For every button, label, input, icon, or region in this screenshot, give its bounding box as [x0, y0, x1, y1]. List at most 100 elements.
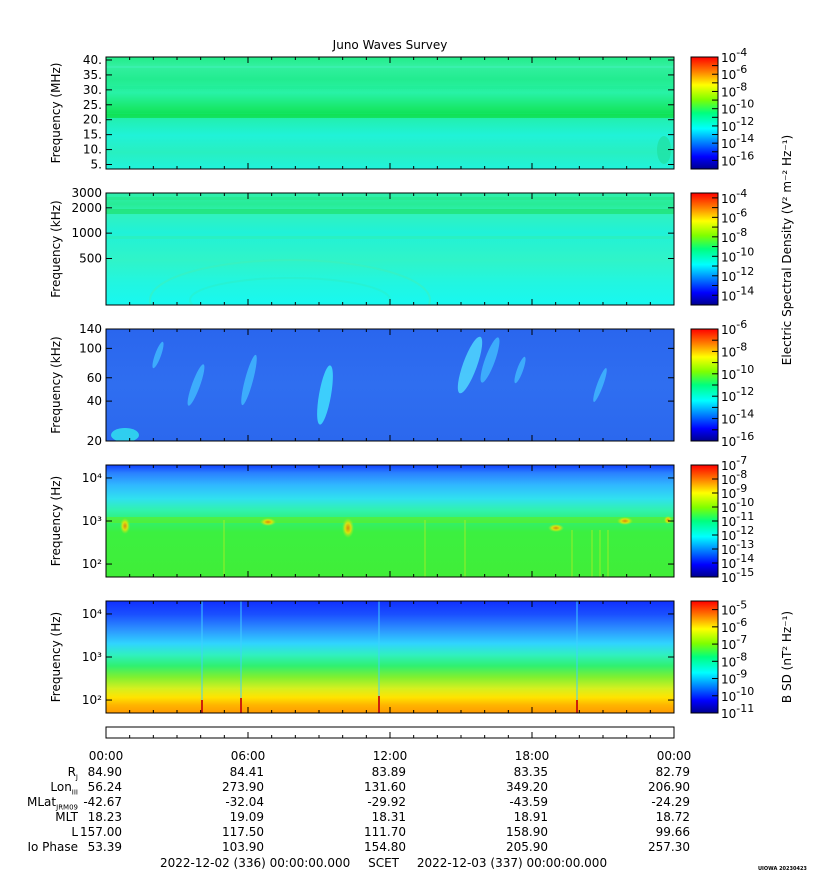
ephemeris-value: -29.92: [367, 795, 406, 809]
panel-lfr-ytick-label: 40: [87, 394, 102, 408]
time-tick-label: 06:00: [231, 749, 266, 763]
ephemeris-label-main: R: [67, 765, 76, 779]
footer: 2022-12-02 (336) 00:00:00.000 SCET 2022-…: [160, 856, 607, 870]
svg-text:B SD (nT² Hz⁻¹): B SD (nT² Hz⁻¹): [780, 611, 794, 703]
panel-e-lowfreq-ytick-label: 10³: [82, 514, 102, 528]
panel-b-lowfreq-cbtick-label: 10-7: [721, 633, 747, 652]
panel-e-lowfreq-cbtick-label: 10-7: [721, 454, 747, 473]
panel-b-lowfreq-cbtick-label: 10-11: [721, 702, 754, 721]
ephemeris-label-main: Io Phase: [27, 840, 78, 854]
panel-b-lowfreq-axes: 10² 10³ 10⁴ Frequency (Hz): [49, 600, 675, 714]
ephemeris-value: 154.80: [364, 840, 406, 854]
panel-hfr-high-cbtick-label: 10-8: [721, 80, 747, 99]
panel-hfr-high-axes: 5.10.15.20.25.30.35.40. Frequency (MHz): [49, 53, 675, 172]
panel-hfr-low-ytick-label: 2000: [71, 201, 102, 215]
panel-b-lowfreq-ytick-label: 10⁴: [82, 607, 102, 621]
ephemeris-value: -32.04: [225, 795, 264, 809]
ephemeris-label: L: [0, 825, 78, 839]
ephemeris-label-sub: III: [71, 788, 78, 797]
b-colorbar-units: (nT² Hz⁻¹): [780, 611, 794, 670]
panel-b-lowfreq-ytick-label: 10²: [82, 693, 102, 707]
panel-b-lowfreq-cbtick-label: 10-10: [721, 685, 754, 704]
panel-e-lowfreq-cbtick-label: 10-12: [721, 524, 754, 543]
b-colorbar-label: B SD: [780, 674, 794, 703]
footer-scet: SCET: [368, 856, 399, 870]
panel-b-lowfreq-colorbar-ramp: [690, 600, 719, 714]
time-tick-label: 18:00: [515, 749, 550, 763]
panel-hfr-low-cbtick-label: 10-6: [721, 206, 747, 225]
ephemeris-value: 56.24: [87, 780, 122, 794]
panel-b-lowfreq-ylabel: Frequency (Hz): [49, 612, 63, 703]
panel-hfr-high-ytick-label: 10.: [83, 143, 102, 157]
ephemeris-value: 131.60: [364, 780, 406, 794]
ephemeris-value: 99.66: [655, 825, 690, 839]
panel-e-lowfreq-colorbar: 10-1510-1410-1310-1210-1110-1010-910-810…: [690, 454, 754, 585]
e-colorbar-units: (V² m⁻² Hz⁻¹): [780, 135, 794, 214]
panel-hfr-low-colorbar-ramp: [690, 192, 719, 306]
ephemeris-value: 18.31: [371, 810, 406, 824]
panel-hfr-low-cbtick-label: 10-8: [721, 226, 747, 245]
panel-lfr-image: [106, 329, 674, 441]
ephemeris-value: 103.90: [222, 840, 264, 854]
ephemeris-label: MLatJRM09: [0, 795, 78, 814]
ephemeris-label-main: L: [71, 825, 78, 839]
panel-b-lowfreq-cbtick-label: 10-8: [721, 650, 747, 669]
panel-lfr-ytick-label: 100: [79, 341, 102, 355]
ephemeris-value: 257.30: [648, 840, 690, 854]
ephemeris-value: 205.90: [506, 840, 548, 854]
ephemeris-label-sub: J: [75, 773, 78, 782]
ephemeris-label: RJ: [0, 765, 78, 784]
ephemeris-value: 83.89: [371, 765, 406, 779]
panel-hfr-low-ytick-label: 1000: [71, 226, 102, 240]
ephemeris-value: -43.59: [509, 795, 548, 809]
ephemeris-label-main: MLT: [55, 810, 78, 824]
panel-hfr-high-cbtick-label: 10-4: [721, 46, 747, 65]
panel-hfr-low-ytick-label: 3000: [71, 186, 102, 200]
panel-e-lowfreq-cbtick-label: 10-9: [721, 482, 747, 501]
ephemeris-value: 84.41: [229, 765, 264, 779]
panel-e-lowfreq-cbtick-label: 10-10: [721, 496, 754, 515]
ephemeris-value: 111.70: [364, 825, 406, 839]
panel-hfr-high-cbtick-label: 10-10: [721, 98, 754, 117]
panel-hfr-high-cbtick-label: 10-6: [721, 63, 747, 82]
footer-start: 2022-12-02 (336) 00:00:00.000: [160, 856, 351, 870]
panel-lfr-colorbar: 10-16 10-14 10-12 10-10 10-8 10-6: [690, 318, 754, 449]
ephemeris-value: 19.09: [229, 810, 264, 824]
panel-hfr-high-colorbar-ramp: [690, 56, 719, 170]
footer-end: 2022-12-03 (337) 00:00:00.000: [416, 856, 608, 870]
panel-lfr-cbtick-label: 10-8: [721, 340, 747, 359]
panel-e-lowfreq-cbtick-label: 10-14: [721, 552, 754, 571]
ephemeris-value: -42.67: [83, 795, 122, 809]
time-tick-label: 00:00: [89, 749, 124, 763]
ephemeris-label-main: Lon: [50, 780, 72, 794]
panel-hfr-low-cbtick-label: 10-10: [721, 245, 754, 264]
ephemeris-value: 84.90: [87, 765, 122, 779]
panel-b-lowfreq-ytick-label: 10³: [82, 650, 102, 664]
panel-e-lowfreq-image: [106, 465, 674, 577]
panel-hfr-high-cbtick-label: 10-14: [721, 132, 754, 151]
ephemeris-value: 18.91: [513, 810, 548, 824]
panel-hfr-high-cbtick-label: 10-12: [721, 115, 754, 134]
ephemeris-value: 53.39: [87, 840, 122, 854]
ephemeris-value: 273.90: [222, 780, 264, 794]
panel-lfr-cbtick-label: 10-12: [721, 385, 754, 404]
figure-title: Juno Waves Survey: [332, 38, 448, 52]
b-colorbar-title: B SD (nT² Hz⁻¹): [780, 611, 794, 703]
panel-lfr-ytick-label: 20: [87, 434, 102, 448]
ephemeris-value: 83.35: [513, 765, 548, 779]
panel-lfr-cbtick-label: 10-16: [721, 430, 754, 449]
panel-hfr-high-ytick-label: 5.: [91, 158, 102, 172]
panel-hfr-high-ytick-label: 20.: [83, 113, 102, 127]
panel-e-lowfreq-axes: 10² 10³ 10⁴ Frequency (Hz): [49, 464, 675, 578]
panel-lfr-ytick-label: 60: [87, 371, 102, 385]
ephemeris-label-sub: JRM09: [56, 803, 78, 812]
panel-b-lowfreq-image: [106, 601, 674, 713]
panel-e-lowfreq-ylabel: Frequency (Hz): [49, 476, 63, 567]
ephemeris-label: MLT: [0, 810, 78, 824]
panel-hfr-low-image: [106, 193, 674, 305]
panel-hfr-high-ytick-label: 30.: [83, 83, 102, 97]
